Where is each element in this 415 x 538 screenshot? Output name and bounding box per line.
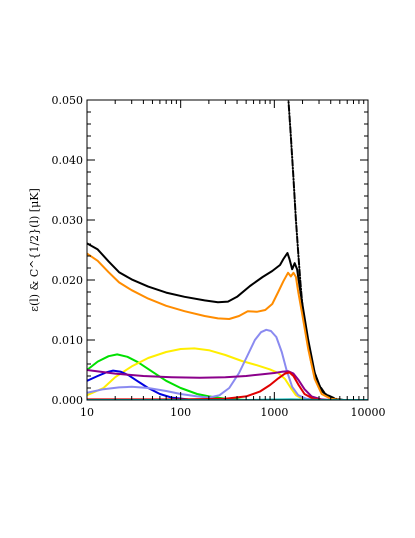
series-line-7 — [87, 328, 368, 400]
y-tick-label: 0.040 — [52, 154, 84, 167]
tick-layer: 10 100 1000 10000 0.000 0.010 0.020 0.030 0.040 0… — [52, 94, 386, 419]
series-line-1 — [87, 242, 368, 400]
series-line-3 — [87, 252, 368, 400]
series-line-5 — [87, 347, 368, 400]
y-axis-label: ε(l) & C^{1/2}(l) [μK] — [28, 188, 41, 311]
y-tick-label: 0.020 — [52, 274, 84, 287]
y-tick-label: 0.010 — [52, 334, 84, 347]
y-tick-label: 0.000 — [52, 394, 84, 407]
x-tick-label: 10 — [80, 406, 94, 419]
x-tick-label: 10000 — [351, 406, 386, 419]
y-tick-label: 0.030 — [52, 214, 84, 227]
series-line-9 — [87, 371, 368, 400]
y-tick-label: 0.050 — [52, 94, 84, 107]
series-line-8 — [87, 369, 368, 400]
x-tick-label: 1000 — [260, 406, 288, 419]
x-tick-label: 100 — [170, 406, 191, 419]
plot-frame — [86, 99, 369, 401]
